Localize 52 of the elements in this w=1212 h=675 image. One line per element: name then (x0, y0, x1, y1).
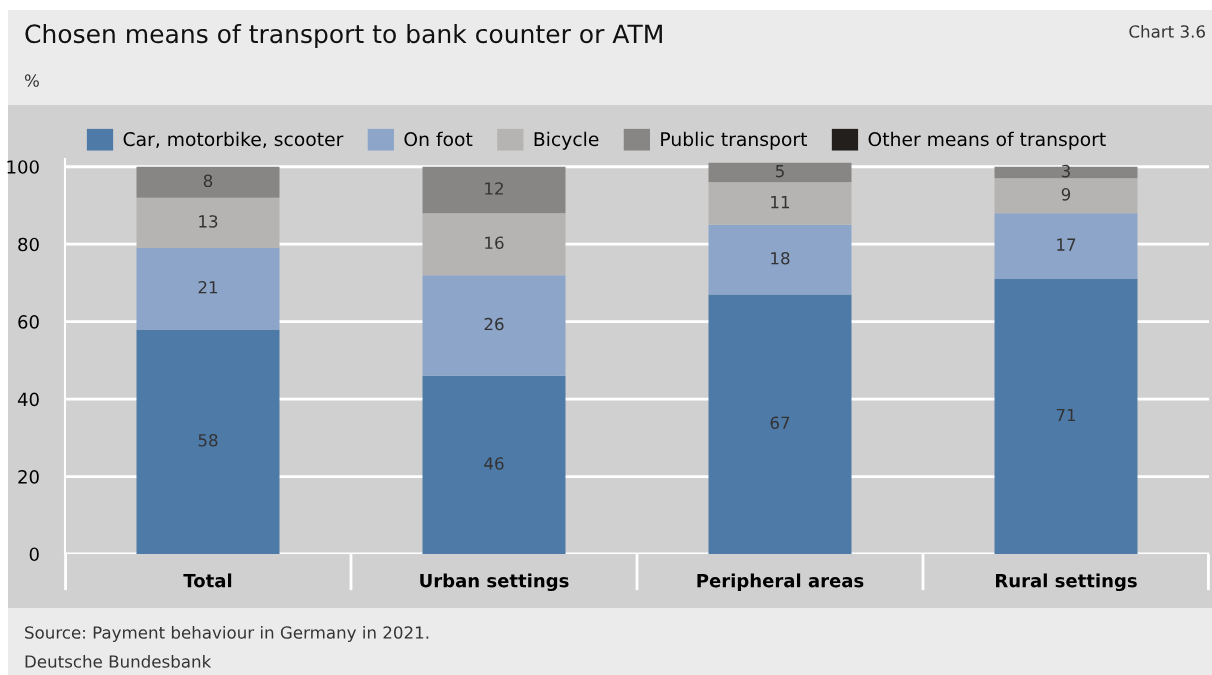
data-label: 18 (771, 251, 790, 265)
bar (994, 166, 1138, 179)
y-axis-title: % (24, 74, 39, 87)
bar (422, 213, 566, 276)
y-tick-label: 80 (18, 237, 39, 252)
legend-label: On foot (404, 131, 473, 147)
y-tick-label: 20 (18, 470, 39, 484)
x-tick-label: Rural settings (996, 573, 1137, 592)
data-label: 9 (1061, 188, 1071, 201)
legend-label: Public transport (661, 131, 808, 150)
data-label: 58 (198, 433, 218, 447)
y-tick-label: 0 (29, 547, 39, 562)
bar (422, 166, 566, 214)
data-label: 17 (1057, 238, 1076, 251)
legend-label: Bicycle (534, 131, 599, 150)
source-note: Source: Payment behaviour in Germany in 2021. (25, 625, 429, 643)
y-tick-label: 60 (18, 315, 39, 329)
data-label: 3 (1061, 164, 1070, 178)
bar (136, 248, 280, 330)
bar (708, 182, 852, 225)
y-tick-label: 40 (17, 392, 39, 407)
data-label: 67 (770, 416, 790, 430)
data-label: 26 (484, 317, 504, 331)
data-label: 12 (485, 182, 503, 195)
bar (708, 224, 852, 295)
caption: Chart 3.6 (1129, 24, 1205, 38)
bar (136, 166, 280, 198)
text: Deutsche Bundesbank (25, 654, 212, 668)
bar (994, 213, 1138, 280)
x-tick-label: Peripheral areas (697, 573, 864, 591)
x-tick-label: Total (183, 573, 232, 588)
x-tick-label: Urban settings (420, 573, 569, 592)
bar (994, 279, 1138, 554)
data-label: 11 (771, 195, 790, 209)
data-label: 46 (484, 457, 504, 470)
data-label: 5 (775, 165, 784, 178)
chart-title: Chosen means of transport to bank counter or ATM (25, 23, 662, 49)
data-label: 16 (485, 236, 504, 250)
data-label: 13 (199, 215, 218, 228)
data-label: 8 (203, 174, 213, 188)
bar (708, 162, 852, 183)
y-tick-label: 100 (7, 160, 39, 174)
bar (708, 294, 852, 554)
bar (422, 275, 566, 376)
bar (136, 197, 280, 249)
legend-label: Other means of transport (868, 131, 1106, 150)
data-label: 71 (1056, 408, 1076, 422)
legend-label: Car, motorbike, scooter (123, 131, 344, 149)
bar (136, 329, 280, 554)
bar (994, 178, 1138, 214)
bar (422, 375, 566, 554)
data-label: 21 (198, 280, 218, 294)
